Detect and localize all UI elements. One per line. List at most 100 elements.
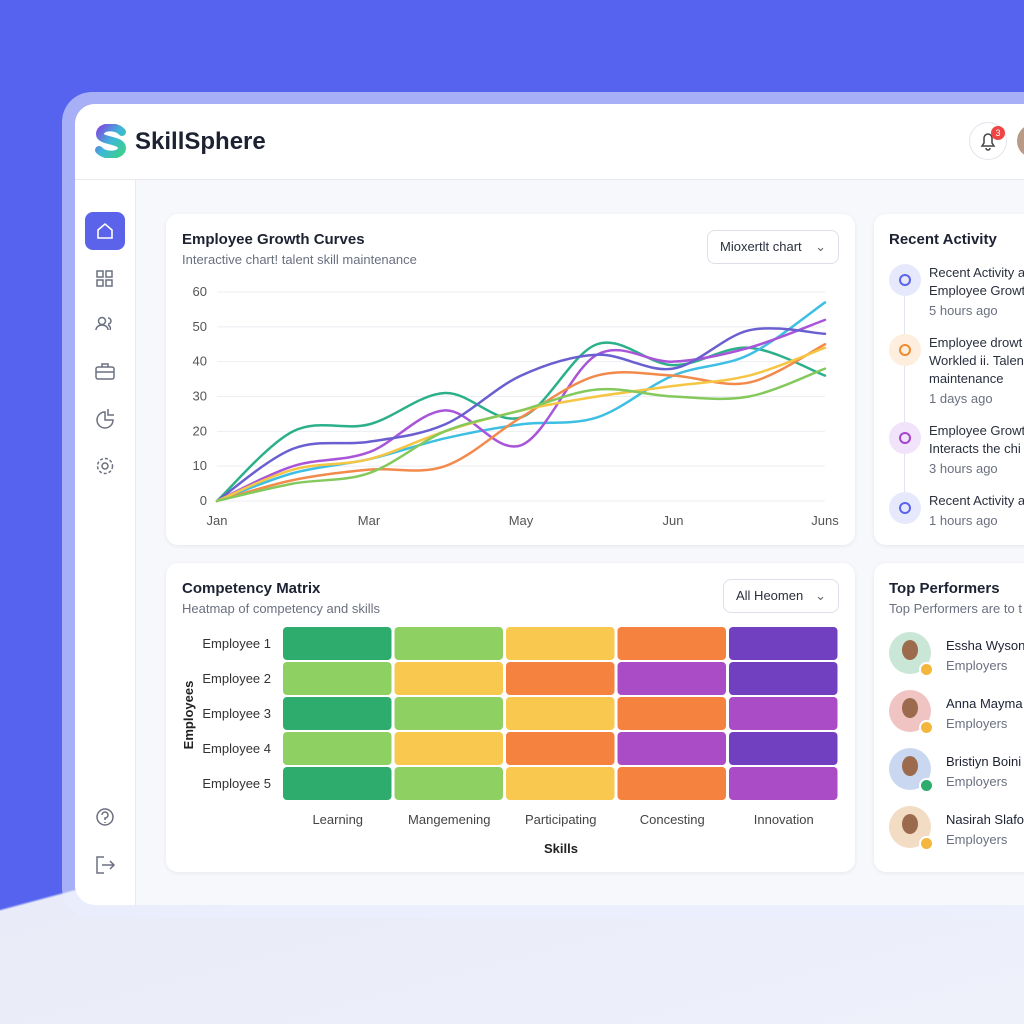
heatmap-cell — [617, 662, 726, 695]
activity-text: Workled ii. Talen — [929, 353, 1024, 368]
nav-icons[interactable] — [94, 268, 116, 488]
growth-line — [215, 301, 827, 503]
heatmap-cell — [729, 732, 838, 765]
column-label: Learning — [312, 812, 363, 827]
x-tick-label: Jun — [663, 513, 684, 528]
performer-role: Employers — [946, 774, 1008, 789]
x-tick-label: May — [509, 513, 534, 528]
heatmap-cell — [617, 732, 726, 765]
activity-text: Interacts the chi — [929, 441, 1021, 456]
y-tick-label: 60 — [193, 284, 207, 299]
y-tick-label: 40 — [193, 354, 207, 369]
heatmap-cell — [394, 627, 503, 660]
column-label: Participating — [525, 812, 597, 827]
sidebar — [75, 180, 136, 905]
activity-time: 1 hours ago — [929, 513, 998, 528]
row-label: Employee 5 — [202, 776, 271, 791]
activity-icon — [889, 264, 921, 296]
heatmap-cell — [617, 767, 726, 800]
activity-text: Employee Growt — [929, 423, 1024, 438]
home-icon — [97, 222, 113, 239]
avatar-badge — [919, 720, 934, 735]
performer-avatar — [889, 690, 934, 735]
performers-title: Top Performers — [889, 580, 1000, 597]
performer-name: Bristiyn Boini — [946, 754, 1022, 769]
growth-line — [215, 367, 827, 503]
heatmap-cell — [506, 732, 615, 765]
performer-role: Employers — [946, 658, 1008, 673]
avatar-face — [902, 756, 918, 776]
performer-avatar — [889, 806, 934, 851]
heatmap-cell — [283, 627, 392, 660]
nav-bottom-icons[interactable] — [94, 806, 116, 876]
performer-avatar — [889, 632, 934, 677]
y-tick-label: 30 — [193, 389, 207, 404]
matrix-subtitle: Heatmap of competency and skills — [182, 601, 380, 616]
y-tick-label: 0 — [200, 493, 207, 508]
activity-icon — [889, 422, 921, 454]
column-label: Concesting — [640, 812, 705, 827]
avatar-badge — [919, 662, 934, 677]
heatmap-cell — [617, 697, 726, 730]
heatmap-cell — [283, 697, 392, 730]
heatmap-cell — [283, 732, 392, 765]
avatar-face — [902, 640, 918, 660]
matrix-dropdown[interactable]: All Heomen ⌄ — [723, 579, 839, 613]
activity-icon-dot — [899, 502, 911, 514]
x-tick-label: Mar — [358, 513, 381, 528]
notification-button[interactable]: 3 — [969, 122, 1007, 160]
brand: SkillSphere — [135, 128, 266, 155]
row-label: Employee 3 — [202, 706, 271, 721]
logo — [95, 124, 127, 158]
column-label: Mangemening — [408, 812, 490, 827]
heatmap-cell — [506, 697, 615, 730]
activity-text: maintenance — [929, 371, 1004, 386]
heatmap-cell — [394, 662, 503, 695]
avatar-badge — [919, 836, 934, 851]
avatar-face — [902, 698, 918, 718]
activity-text: Recent Activity a — [929, 265, 1024, 280]
heatmap-cell — [506, 627, 615, 660]
notification-badge: 3 — [991, 126, 1005, 140]
heatmap-cell — [506, 662, 615, 695]
column-label: Innovation — [754, 812, 814, 827]
x-tick-label: Jan — [207, 513, 228, 528]
performer-role: Employers — [946, 832, 1008, 847]
y-tick-label: 20 — [193, 423, 207, 438]
activity-icon — [889, 492, 921, 524]
heatmap-cell — [394, 732, 503, 765]
matrix-title: Competency Matrix — [182, 580, 321, 597]
activity-time: 1 days ago — [929, 391, 993, 406]
y-tick-label: 50 — [193, 319, 207, 334]
performer-name: Nasirah Slafo — [946, 812, 1024, 827]
activity-icon-dot — [899, 274, 911, 286]
heatmap-cell — [729, 662, 838, 695]
activity-icon-dot — [899, 344, 911, 356]
growth-line — [215, 318, 827, 503]
activity-icon — [889, 334, 921, 366]
growth-title: Employee Growth Curves — [182, 231, 365, 248]
performer-name: Essha Wyson — [946, 638, 1024, 653]
performer-avatar — [889, 748, 934, 793]
activity-time: 5 hours ago — [929, 303, 998, 318]
heatmap-cell — [394, 767, 503, 800]
growth-subtitle: Interactive chart! talent skill maintena… — [182, 252, 417, 267]
heatmap-cell — [729, 697, 838, 730]
dropdown-text: All Heomen — [736, 588, 804, 603]
row-label: Employee 2 — [202, 671, 271, 686]
growth-dropdown[interactable]: Mioxertlt chart ⌄ — [707, 230, 839, 264]
y-axis-title: Employees — [181, 681, 196, 750]
growth-card — [166, 214, 855, 545]
y-tick-label: 10 — [193, 458, 207, 473]
performers-subtitle: Top Performers are to t — [889, 601, 1022, 616]
nav-home[interactable] — [85, 212, 125, 250]
user-avatar[interactable] — [1017, 124, 1024, 158]
activity-text: Recent Activity a — [929, 493, 1024, 508]
x-axis-title: Skills — [544, 841, 578, 856]
heatmap-cell — [729, 627, 838, 660]
avatar-face — [902, 814, 918, 834]
heatmap-cell — [617, 627, 726, 660]
activity-text: Employee Growt — [929, 283, 1024, 298]
